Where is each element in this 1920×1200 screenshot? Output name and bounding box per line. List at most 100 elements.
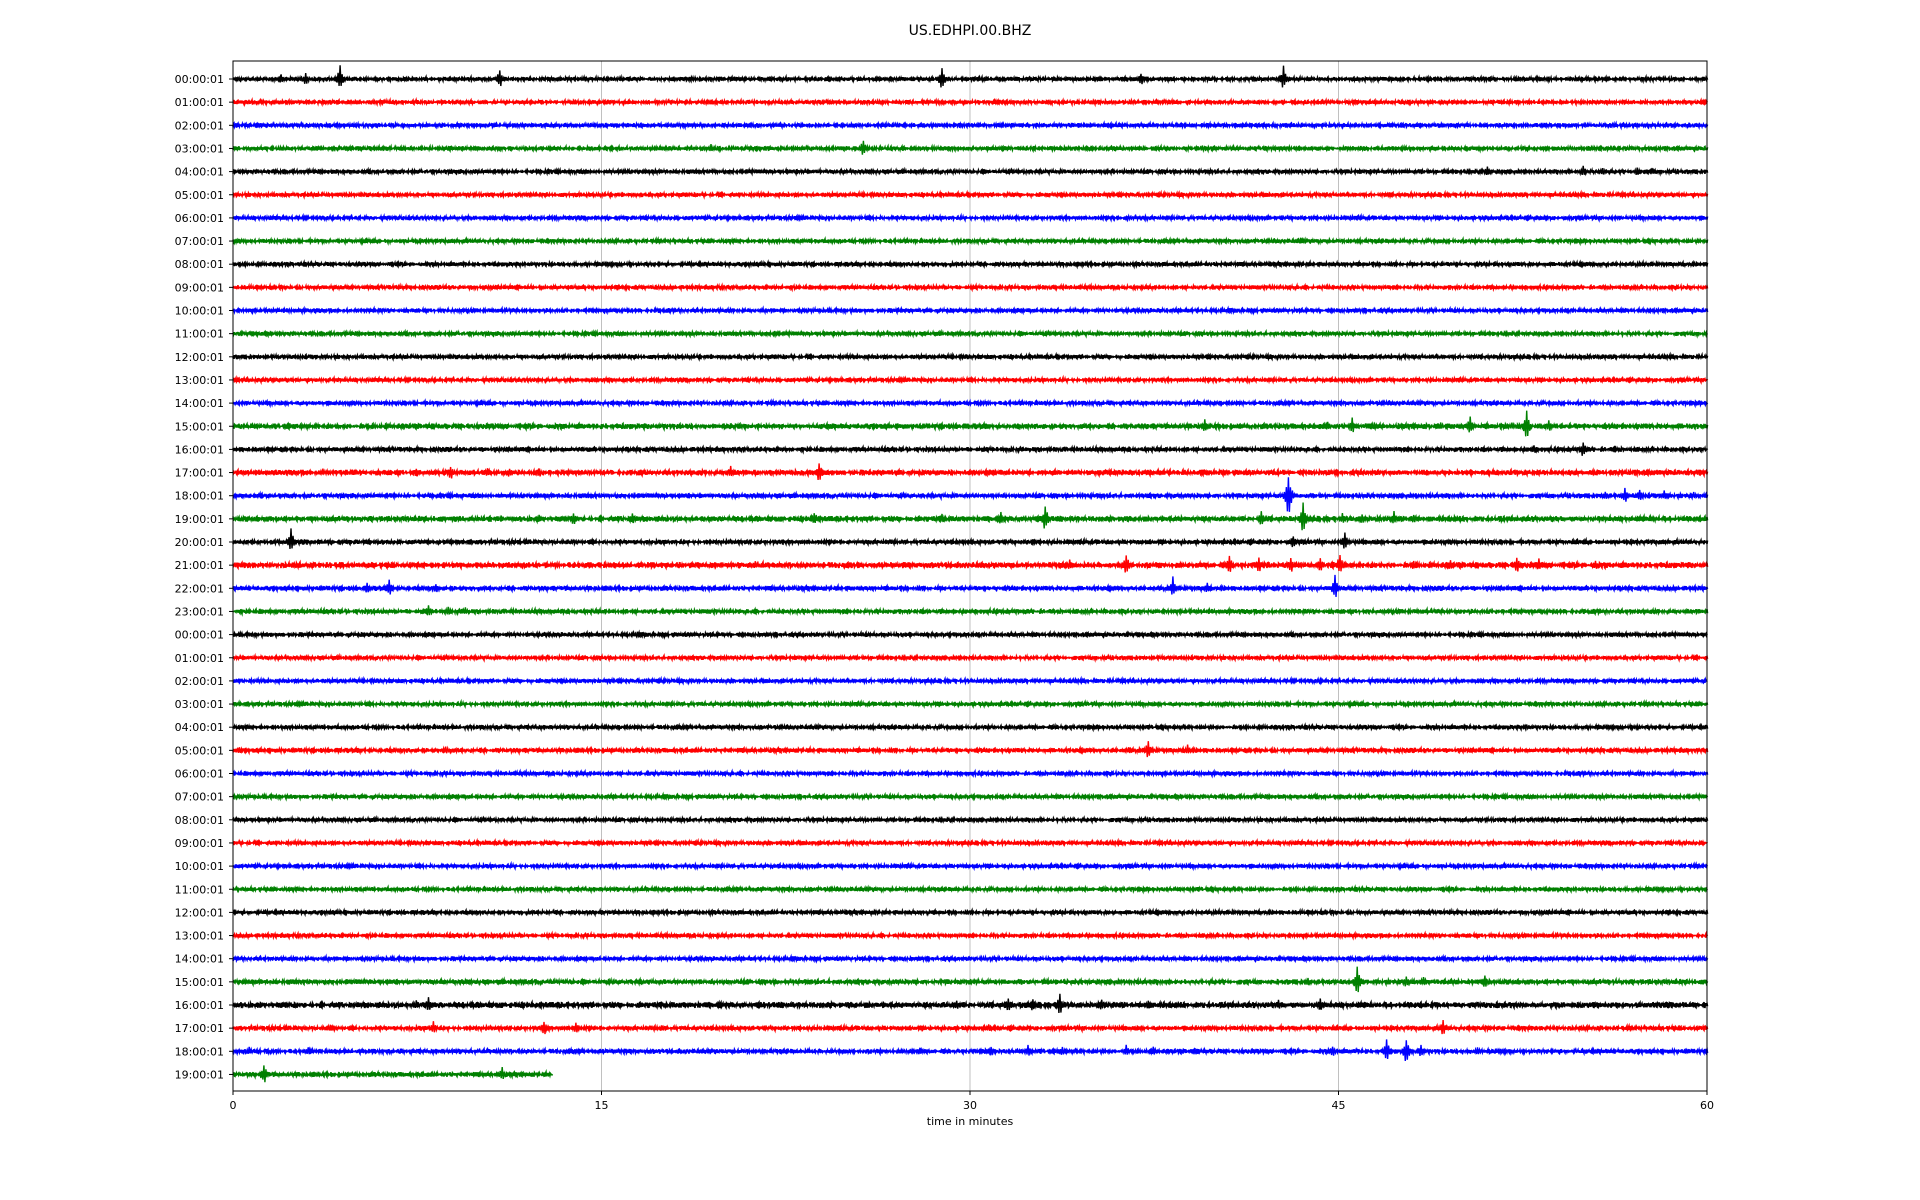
y-tick-label: 23:00:01 [175, 605, 224, 618]
y-tick-label: 03:00:01 [175, 698, 224, 711]
seismic-event [1056, 1046, 1070, 1055]
x-tick-label: 30 [963, 1099, 977, 1112]
seismic-event [1688, 491, 1702, 499]
trace-line [232, 212, 1709, 224]
y-tick-label: 07:00:01 [175, 235, 224, 248]
seismic-event [1400, 1040, 1414, 1062]
seismic-event [1408, 560, 1422, 569]
trace-line [232, 559, 1709, 571]
y-tick-label: 17:00:01 [175, 467, 224, 480]
seismic-event [533, 468, 547, 477]
seismic-event [626, 513, 640, 524]
trace-line [232, 305, 1709, 316]
seismic-event [1022, 1044, 1036, 1056]
seismic-event [985, 1046, 999, 1056]
seismic-event [1326, 1046, 1341, 1056]
trace-line [232, 629, 1708, 640]
trace-line [232, 351, 1709, 362]
trace-line [232, 768, 1709, 779]
seismic-event [440, 745, 454, 754]
seismic-event [1294, 237, 1308, 244]
seismic-event [533, 514, 547, 523]
seismic-event [1415, 1044, 1429, 1057]
y-tick-label: 13:00:01 [175, 930, 224, 943]
y-tick-label: 13:00:01 [175, 374, 224, 387]
trace-line [232, 837, 1708, 849]
y-tick-label: 09:00:01 [175, 837, 224, 850]
trace-line [232, 999, 1709, 1011]
y-tick-label: 21:00:01 [175, 559, 224, 572]
trace-line [232, 860, 1709, 872]
seismic-event [1189, 1048, 1203, 1055]
y-tick-label: 01:00:01 [175, 96, 224, 109]
seismic-event [1167, 576, 1181, 595]
x-tick-label: 60 [1700, 1099, 1714, 1112]
seismic-event [233, 746, 247, 753]
y-tick-label: 16:00:01 [175, 999, 224, 1012]
seismic-event [1543, 420, 1557, 432]
trace-line [232, 513, 1709, 525]
y-tick-label: 02:00:01 [175, 119, 224, 132]
seismic-event [1528, 445, 1542, 453]
seismic-event [1135, 73, 1149, 85]
seismic-event [1039, 506, 1053, 529]
y-tick-label: 18:00:01 [175, 490, 224, 503]
y-tick-label: 09:00:01 [175, 281, 224, 294]
seismic-event [1123, 213, 1136, 223]
y-tick-label: 18:00:01 [175, 1045, 224, 1058]
seismic-event [1201, 582, 1215, 593]
seismic-event [1464, 416, 1478, 433]
seismic-event [300, 73, 314, 84]
trace-line [232, 1046, 1709, 1057]
seismic-event [481, 468, 495, 476]
vertical-grid-lines [601, 61, 1339, 1091]
seismic-event [995, 511, 1009, 524]
seismic-event [427, 1021, 441, 1033]
seismic-event [538, 1021, 552, 1035]
seismic-event [459, 607, 473, 614]
seismic-event [1408, 514, 1422, 523]
seismic-event [1351, 966, 1365, 993]
seismic-event [951, 1000, 965, 1010]
seismic-event [1599, 491, 1613, 500]
trace-line [232, 143, 1709, 154]
seismic-event [1285, 557, 1299, 572]
seismic-event [936, 68, 950, 88]
seismic-event [705, 143, 719, 152]
seismic-event [1255, 511, 1269, 525]
y-tick-label: 22:00:01 [175, 582, 224, 595]
seismic-event [1521, 410, 1535, 437]
seismic-event [1302, 977, 1316, 986]
seismic-event [496, 1066, 510, 1080]
y-tick-label: 05:00:01 [175, 189, 224, 202]
trace-line [232, 258, 1709, 270]
seismic-event [444, 466, 459, 479]
x-tick-label: 45 [1332, 1099, 1346, 1112]
seismic-event [1223, 555, 1237, 572]
seismic-event [1064, 559, 1078, 569]
seismic-event [1181, 744, 1196, 754]
y-tick-label: 00:00:01 [175, 73, 224, 86]
trace-line [232, 582, 1709, 594]
y-tick-label: 10:00:01 [175, 860, 224, 873]
seismic-event [1634, 489, 1648, 500]
seismic-event [1609, 445, 1623, 453]
seismic-event [808, 513, 822, 523]
trace-line [232, 420, 1709, 433]
seismic-event [983, 1024, 997, 1031]
y-tick-label: 01:00:01 [175, 652, 224, 665]
y-tick-label: 19:00:01 [175, 513, 224, 526]
seismic-event [1577, 165, 1591, 177]
seismic-event [725, 465, 739, 477]
seismic-event [383, 579, 397, 595]
trace-line [232, 189, 1709, 200]
seismic-event [1346, 417, 1360, 433]
seismic-event [1471, 1046, 1485, 1055]
seismic-event [1054, 993, 1068, 1014]
trace-line [232, 120, 1709, 131]
seismic-event [442, 606, 456, 615]
seismic-event [1597, 167, 1611, 175]
trace-line [232, 814, 1709, 825]
seismic-event [349, 469, 363, 476]
